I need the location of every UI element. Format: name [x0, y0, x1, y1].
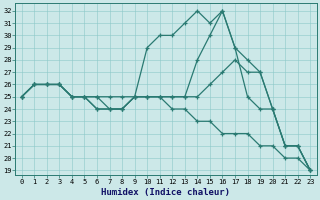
X-axis label: Humidex (Indice chaleur): Humidex (Indice chaleur): [101, 188, 230, 197]
